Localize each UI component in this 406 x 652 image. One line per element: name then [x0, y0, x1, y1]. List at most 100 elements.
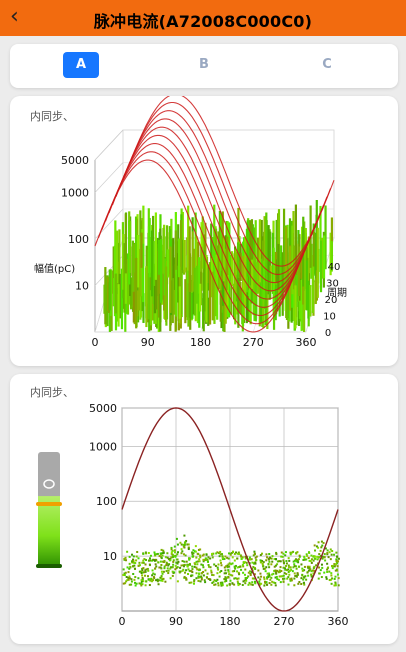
- pulse-bar: [163, 258, 166, 296]
- tab-b[interactable]: B: [199, 57, 209, 72]
- pulse-bar: [147, 273, 150, 320]
- color-bar-lower-handle[interactable]: [36, 564, 62, 568]
- pulse-point: [238, 583, 241, 586]
- pulse-bar: [282, 208, 286, 273]
- pulse-point: [188, 558, 191, 561]
- pulse-point: [280, 551, 283, 554]
- pulse-point: [156, 552, 159, 555]
- pulse-point: [210, 571, 213, 574]
- pulse-point: [315, 564, 318, 567]
- pulse-point: [141, 576, 144, 579]
- pulse-point: [283, 577, 286, 580]
- pulse-point: [242, 565, 245, 568]
- pulse-point: [153, 573, 156, 576]
- pulse-bar: [135, 257, 138, 329]
- pulse-point: [245, 561, 248, 564]
- sine-surface-line: [101, 143, 314, 317]
- pulse-point: [321, 557, 324, 560]
- pulse-point: [143, 558, 146, 561]
- pulse-point: [135, 555, 138, 558]
- pulse-point: [268, 552, 271, 555]
- pulse-point: [313, 557, 316, 560]
- pulse-bar: [133, 272, 137, 311]
- pulse-point: [217, 552, 220, 555]
- pulse-point: [233, 577, 236, 580]
- pulse-bar: [222, 301, 225, 332]
- pulse-point: [171, 566, 174, 569]
- pulse-point: [178, 571, 181, 574]
- pulse-point: [229, 579, 232, 582]
- pulse-point: [227, 557, 230, 560]
- color-bar-upper-handle[interactable]: [36, 502, 62, 506]
- pulse-point: [328, 579, 331, 582]
- y-tick-label: 5000: [89, 402, 117, 415]
- pulse-point: [221, 555, 224, 558]
- pulse-point: [330, 553, 333, 556]
- pulse-point: [227, 570, 230, 573]
- amplitude-color-bar[interactable]: [36, 452, 62, 568]
- pulse-point: [155, 565, 158, 568]
- pulse-point: [303, 556, 306, 559]
- pulse-point: [225, 576, 228, 579]
- pulse-point: [308, 551, 311, 554]
- pulse-point: [157, 579, 160, 582]
- pulse-point: [307, 556, 310, 559]
- y-gridline: [94, 129, 124, 161]
- pulse-point: [184, 554, 187, 557]
- pulse-point: [334, 584, 337, 587]
- axis-labels: 10 100 1000 5000 0 90 180 270 360 0 10 20 30 40 幅值(pC)…: [34, 154, 347, 349]
- pulse-bar: [208, 270, 212, 325]
- pulse-point: [231, 574, 234, 577]
- pulse-point: [265, 553, 268, 556]
- pulse-point: [284, 568, 287, 571]
- pulse-bar: [329, 232, 332, 276]
- pulse-point: [292, 560, 295, 563]
- pulse-point: [308, 565, 311, 568]
- slider-knob-icon[interactable]: [43, 479, 55, 489]
- sine-line: [121, 407, 339, 612]
- pulse-point: [298, 565, 301, 568]
- pulse-bar: [213, 273, 216, 324]
- pulse-point: [316, 558, 319, 561]
- pulse-point: [259, 559, 262, 562]
- pulse-point: [136, 550, 139, 553]
- pulse-point: [297, 561, 300, 564]
- pulse-point: [123, 574, 126, 577]
- pulse-point: [298, 555, 301, 558]
- pulse-point: [252, 566, 255, 569]
- pulse-point: [277, 578, 280, 581]
- pulse-point: [240, 557, 243, 560]
- pulse-point: [159, 576, 162, 579]
- pulse-point: [199, 554, 202, 557]
- z-tick-label: 0: [325, 328, 331, 339]
- pulse-point: [179, 566, 182, 569]
- pulse-point: [200, 578, 203, 581]
- x-tick-label: 180: [220, 615, 241, 628]
- pulse-point: [212, 574, 215, 577]
- pulse-point: [172, 559, 175, 562]
- pulse-point: [330, 565, 333, 568]
- pulse-point: [160, 567, 163, 570]
- pulse-point: [329, 578, 332, 581]
- pulse-point: [337, 557, 340, 560]
- tab-a[interactable]: A: [63, 52, 99, 78]
- pulse-point: [330, 574, 333, 577]
- chevron-left-icon[interactable]: ‹: [10, 4, 19, 29]
- pulse-point: [122, 568, 125, 571]
- pulse-point: [335, 560, 338, 563]
- pulse-bar: [180, 270, 183, 315]
- pulse-point: [190, 581, 193, 584]
- tab-c[interactable]: C: [322, 57, 332, 72]
- pulse-point: [147, 569, 150, 572]
- pulse-bar: [114, 220, 117, 289]
- pulse-point: [303, 583, 306, 586]
- pulse-point: [309, 568, 312, 571]
- pulse-point: [233, 570, 236, 573]
- pulse-point: [230, 563, 233, 566]
- pulse-point: [160, 575, 163, 578]
- pulse-point: [267, 557, 270, 560]
- pulse-point: [233, 565, 236, 568]
- pulse-point: [198, 568, 201, 571]
- pulse-point: [251, 583, 254, 586]
- pulse-point: [140, 572, 143, 575]
